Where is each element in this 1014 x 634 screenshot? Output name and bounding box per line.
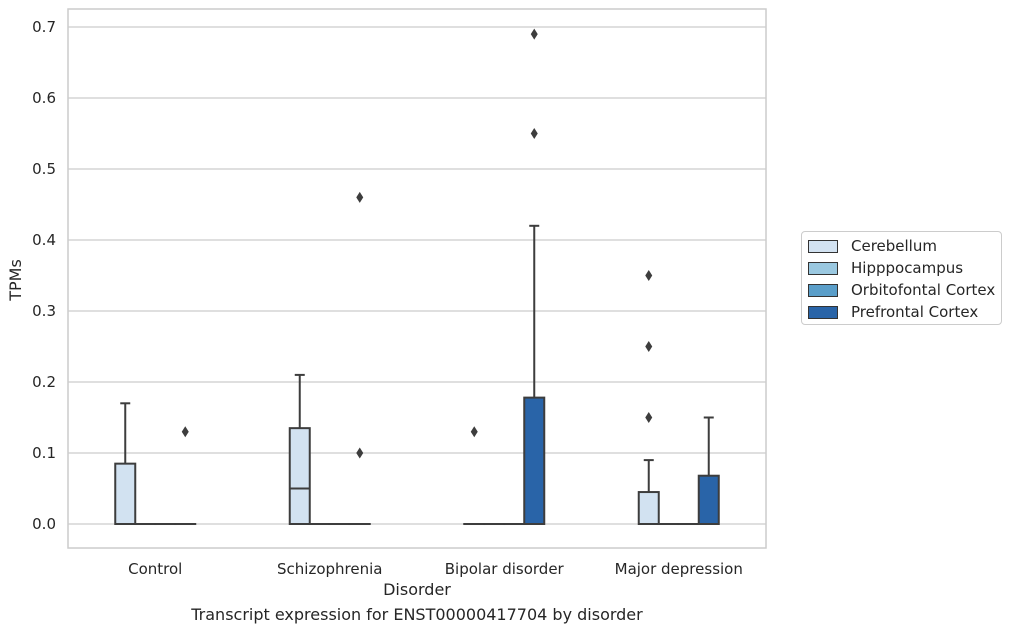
legend-swatch-cerebellum (808, 239, 838, 253)
figure-caption: Transcript expression for ENST0000041770… (191, 605, 643, 624)
box-cerebellum-schizophrenia-iqr-box (288, 427, 311, 525)
y-tick-labels: 0.0 0.1 0.2 0.3 0.4 0.5 0.6 0.7 (32, 18, 56, 533)
y-tick-label-0-1: 0.1 (32, 444, 56, 462)
y-tick-label-0-2: 0.2 (32, 373, 56, 391)
legend-label-prefrontal-cortex: Prefrontal Cortex (851, 303, 979, 321)
x-tick-label-bipolar-disorder: Bipolar disorder (445, 560, 565, 578)
box-prefrontal-cortex-schizophrenia-outlier-0 (356, 191, 364, 203)
x-tick-label-schizophrenia: Schizophrenia (277, 560, 382, 578)
box-cerebellum-major-depression-outlier-2 (645, 270, 653, 281)
legend-item-orbitofontal-cortex: Orbitofontal Cortex (808, 280, 995, 300)
y-tick-label-0-0: 0.0 (32, 515, 56, 533)
y-tick-label-0-7: 0.7 (32, 18, 56, 36)
gridlines (68, 26, 766, 525)
y-tick-label-0-3: 0.3 (32, 302, 56, 320)
box-cerebellum-bipolar-disorder (463, 426, 486, 526)
box-marks (114, 28, 720, 526)
legend: Cerebellum Hipppocampus Orbitofontal Cor… (801, 231, 1002, 325)
box-prefrontal-cortex-bipolar-disorder-outlier-0 (530, 128, 538, 139)
legend-item-prefrontal-cortex: Prefrontal Cortex (808, 302, 978, 322)
y-tick-label-0-6: 0.6 (32, 89, 56, 107)
legend-swatch-hipppocampus (808, 261, 838, 275)
legend-swatch-prefrontal-cortex (808, 305, 838, 319)
box-cerebellum-major-depression-outlier-1 (645, 341, 653, 352)
y-axis-label: TPMs (6, 259, 25, 302)
legend-swatch-orbitofontal-cortex (808, 283, 838, 297)
box-cerebellum-control (114, 402, 137, 525)
box-cerebellum-major-depression-outlier-0 (645, 412, 653, 423)
legend-label-hipppocampus: Hipppocampus (851, 259, 964, 277)
box-cerebellum-schizophrenia (288, 373, 311, 525)
box-cerebellum-control-iqr-box (114, 462, 137, 525)
box-cerebellum-major-depression (637, 270, 660, 525)
box-prefrontal-cortex-schizophrenia (348, 191, 371, 526)
x-tick-labels: Control Schizophrenia Bipolar disorder Majo… (128, 560, 743, 578)
x-tick-label-control: Control (128, 560, 182, 578)
box-prefrontal-cortex-major-depression (697, 416, 720, 525)
box-cerebellum-major-depression-iqr-box (637, 491, 660, 525)
legend-label-cerebellum: Cerebellum (851, 237, 937, 255)
legend-item-cerebellum: Cerebellum (808, 236, 937, 256)
x-tick-label-major-depression: Major depression (615, 560, 743, 578)
box-prefrontal-cortex-major-depression-iqr-box (697, 474, 720, 525)
y-tick-label-0-5: 0.5 (32, 160, 56, 178)
plot-frame (67, 8, 767, 549)
box-prefrontal-cortex-control (174, 426, 197, 526)
x-axis-label: Disorder (383, 580, 451, 599)
y-tick-label-0-4: 0.4 (32, 231, 56, 249)
box-prefrontal-cortex-schizophrenia-outlier-1 (356, 447, 364, 459)
legend-item-hipppocampus: Hipppocampus (808, 258, 963, 278)
box-prefrontal-cortex-bipolar-disorder-iqr-box (523, 396, 546, 525)
box-prefrontal-cortex-bipolar-disorder-outlier-1 (530, 28, 538, 40)
legend-label-orbitofontal-cortex: Orbitofontal Cortex (851, 281, 996, 299)
box-prefrontal-cortex-bipolar-disorder (523, 28, 546, 525)
box-cerebellum-bipolar-disorder-outlier-0 (470, 426, 478, 438)
box-prefrontal-cortex-control-outlier-0 (181, 426, 189, 438)
